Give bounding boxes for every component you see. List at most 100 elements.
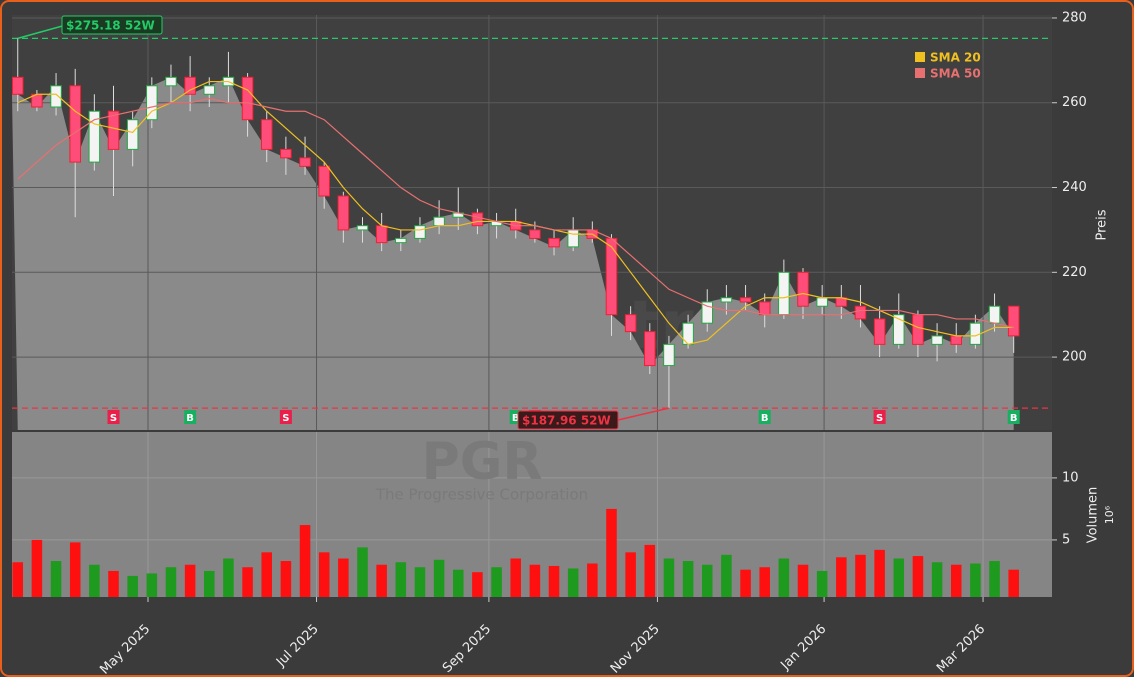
candle-body xyxy=(50,85,62,108)
candle-body xyxy=(375,225,388,244)
volume-bar xyxy=(874,549,885,597)
volume-bar xyxy=(127,575,138,597)
volume-bar xyxy=(721,554,732,597)
annotation-box xyxy=(61,15,163,35)
volume-bar xyxy=(912,556,924,597)
candle-body xyxy=(146,85,158,121)
y-tick-label: 10 xyxy=(1062,470,1079,485)
signal-marker xyxy=(279,410,292,424)
volume-bar xyxy=(433,559,445,597)
watermark: The Progressive Corporation xyxy=(375,486,588,504)
volume-bar xyxy=(797,564,809,597)
volume-bar xyxy=(261,552,272,597)
candle-body xyxy=(299,157,311,167)
signal-label: S xyxy=(110,413,117,424)
candle-body xyxy=(893,314,905,345)
y-tick-label: 5 xyxy=(1062,532,1070,547)
candle-body xyxy=(260,119,273,150)
volume-bar xyxy=(931,562,943,597)
volume-bar xyxy=(989,561,1000,597)
y-tick-label: 260 xyxy=(1062,95,1087,110)
price-area xyxy=(12,77,1014,430)
volume-bar xyxy=(1008,569,1019,597)
signal-marker xyxy=(1007,410,1020,424)
candle-body xyxy=(854,305,867,320)
volume-bar xyxy=(376,564,387,597)
candle-body xyxy=(529,229,541,239)
candle-body xyxy=(165,76,177,87)
volume-unit: 10⁶ xyxy=(1103,505,1116,524)
volume-bar xyxy=(682,561,694,597)
legend-label: SMA 20 xyxy=(930,51,981,65)
signal-marker xyxy=(184,410,197,424)
candle-body xyxy=(107,110,120,150)
volume-bar xyxy=(108,570,119,597)
volume-bar xyxy=(146,573,158,597)
signal-label: S xyxy=(282,413,289,424)
candle-body xyxy=(1007,305,1020,337)
candle-body xyxy=(912,314,924,345)
volume-bar xyxy=(223,558,234,597)
candle-body xyxy=(950,335,963,345)
candle-body xyxy=(739,297,752,303)
candle-body xyxy=(280,148,292,159)
signal-label: S xyxy=(876,413,883,424)
y-tick-label: 220 xyxy=(1062,265,1087,280)
candle-body xyxy=(88,110,101,163)
annotation-label: $275.18 52W xyxy=(66,19,155,33)
annotation-arrow xyxy=(17,24,67,40)
signal-label: B xyxy=(186,413,194,424)
volume-bar xyxy=(836,557,847,597)
volume-label: Volumen xyxy=(1086,487,1101,544)
volume-bar xyxy=(50,561,62,597)
candle-body xyxy=(644,331,656,367)
volume-bar xyxy=(31,539,43,597)
volume-bar xyxy=(529,564,541,597)
volume-bar xyxy=(759,567,770,597)
candle-body xyxy=(682,322,694,345)
volume-bar xyxy=(950,564,962,597)
volume-bar xyxy=(357,547,368,597)
volume-bar xyxy=(242,567,253,597)
volume-bar xyxy=(893,558,905,597)
candle-body xyxy=(126,119,139,150)
volume-bar xyxy=(472,572,483,597)
candle-body xyxy=(567,229,579,248)
volume-bar xyxy=(318,552,330,597)
y-axis-label: Preis xyxy=(1095,209,1110,240)
candle-body xyxy=(663,343,675,367)
volume-bar xyxy=(491,567,502,597)
candle-body xyxy=(720,297,733,303)
sma-line xyxy=(17,97,1014,329)
volume-bar xyxy=(204,570,215,597)
volume-bar xyxy=(625,552,636,597)
candle-body xyxy=(69,85,81,163)
candle-body xyxy=(184,76,196,95)
volume-bar xyxy=(510,558,521,597)
candle-body xyxy=(203,85,216,95)
candle-body xyxy=(241,76,254,121)
signal-marker xyxy=(873,410,886,424)
watermark: PGR xyxy=(422,432,543,492)
candle-body xyxy=(414,225,426,239)
legend-label: SMA 50 xyxy=(930,67,981,81)
candle-body xyxy=(395,237,407,244)
annotation-label: $187.96 52W xyxy=(522,414,611,428)
volume-bar xyxy=(395,562,407,597)
sma-line xyxy=(17,80,1014,346)
candle-body xyxy=(931,335,943,345)
annotation-box xyxy=(517,410,619,430)
signal-label: B xyxy=(761,413,769,424)
candle-body xyxy=(605,237,618,316)
candle-body xyxy=(988,305,1001,324)
candle-body xyxy=(701,301,714,324)
volume-bar xyxy=(567,568,579,597)
volume-bar xyxy=(855,554,866,597)
volume-bar xyxy=(69,542,81,597)
signal-marker xyxy=(107,410,120,424)
volume-bar xyxy=(89,564,100,597)
volume-bar xyxy=(740,569,751,597)
volume-bar xyxy=(548,565,560,597)
